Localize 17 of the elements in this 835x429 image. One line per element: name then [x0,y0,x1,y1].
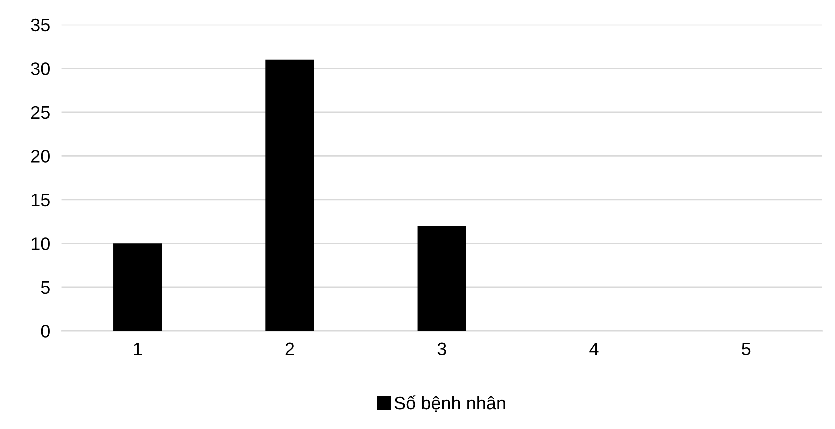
x-tick-label: 5 [742,342,751,356]
legend-label: Số bệnh nhân [394,396,506,412]
y-tick-label: 20 [32,150,50,163]
bar [114,244,162,332]
y-tick-label: 10 [32,238,50,250]
bar [418,226,466,332]
y-tick-label: 25 [32,106,50,120]
y-tick-label: 5 [41,282,50,294]
bar [266,60,314,332]
y-tick-label: 0 [41,325,50,338]
x-tick-label: 1 [134,342,142,356]
x-tick-label: 2 [286,342,294,356]
x-tick-label: 3 [438,342,446,356]
y-tick-label: 35 [31,18,50,32]
y-tick-label: 15 [32,194,50,207]
x-tick-label: 4 [590,342,599,356]
y-tick-label: 30 [31,62,50,76]
